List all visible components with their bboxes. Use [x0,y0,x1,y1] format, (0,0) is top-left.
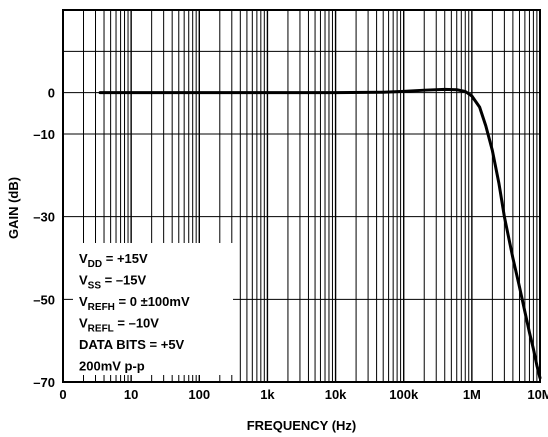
x-tick-label: 100 [188,387,210,402]
conditions-box-background [73,243,233,375]
x-tick-label: 1k [260,387,275,402]
conditions-legend: VDD = +15V VSS = –15V VREFH = 0 ±100mV VREF… [79,251,190,374]
y-tick-label: –50 [33,292,55,307]
plot-frame [62,9,541,383]
gain-curve-line [98,87,542,380]
x-tick-label: 0 [59,387,66,402]
condition-line: VSS = –15V [79,273,147,292]
x-tick-label: 10M [527,387,548,402]
x-tick-label: 1M [463,387,481,402]
y-tick-labels: 0 –10 –30 –50 –70 [33,86,55,390]
y-tick-label: –30 [33,210,55,225]
condition-line: VREFL = –10V [79,316,159,335]
condition-line: VDD = +15V [79,251,148,270]
condition-line: 200mV p-p [79,359,145,374]
x-axis-title: FREQUENCY (Hz) [247,418,357,433]
condition-line: VREFH = 0 ±100mV [79,294,190,313]
y-tick-label: –10 [33,127,55,142]
y-tick-label: –70 [33,375,55,390]
x-tick-label: 10 [124,387,138,402]
x-tick-label: 10k [325,387,347,402]
y-axis-title: GAIN (dB) [6,177,21,239]
y-tick-label: 0 [48,86,55,101]
x-tick-labels: 0 10 100 1k 10k 100k 1M 10M [59,387,548,402]
condition-line: DATA BITS = +5V [79,337,185,352]
x-tick-label: 100k [389,387,419,402]
